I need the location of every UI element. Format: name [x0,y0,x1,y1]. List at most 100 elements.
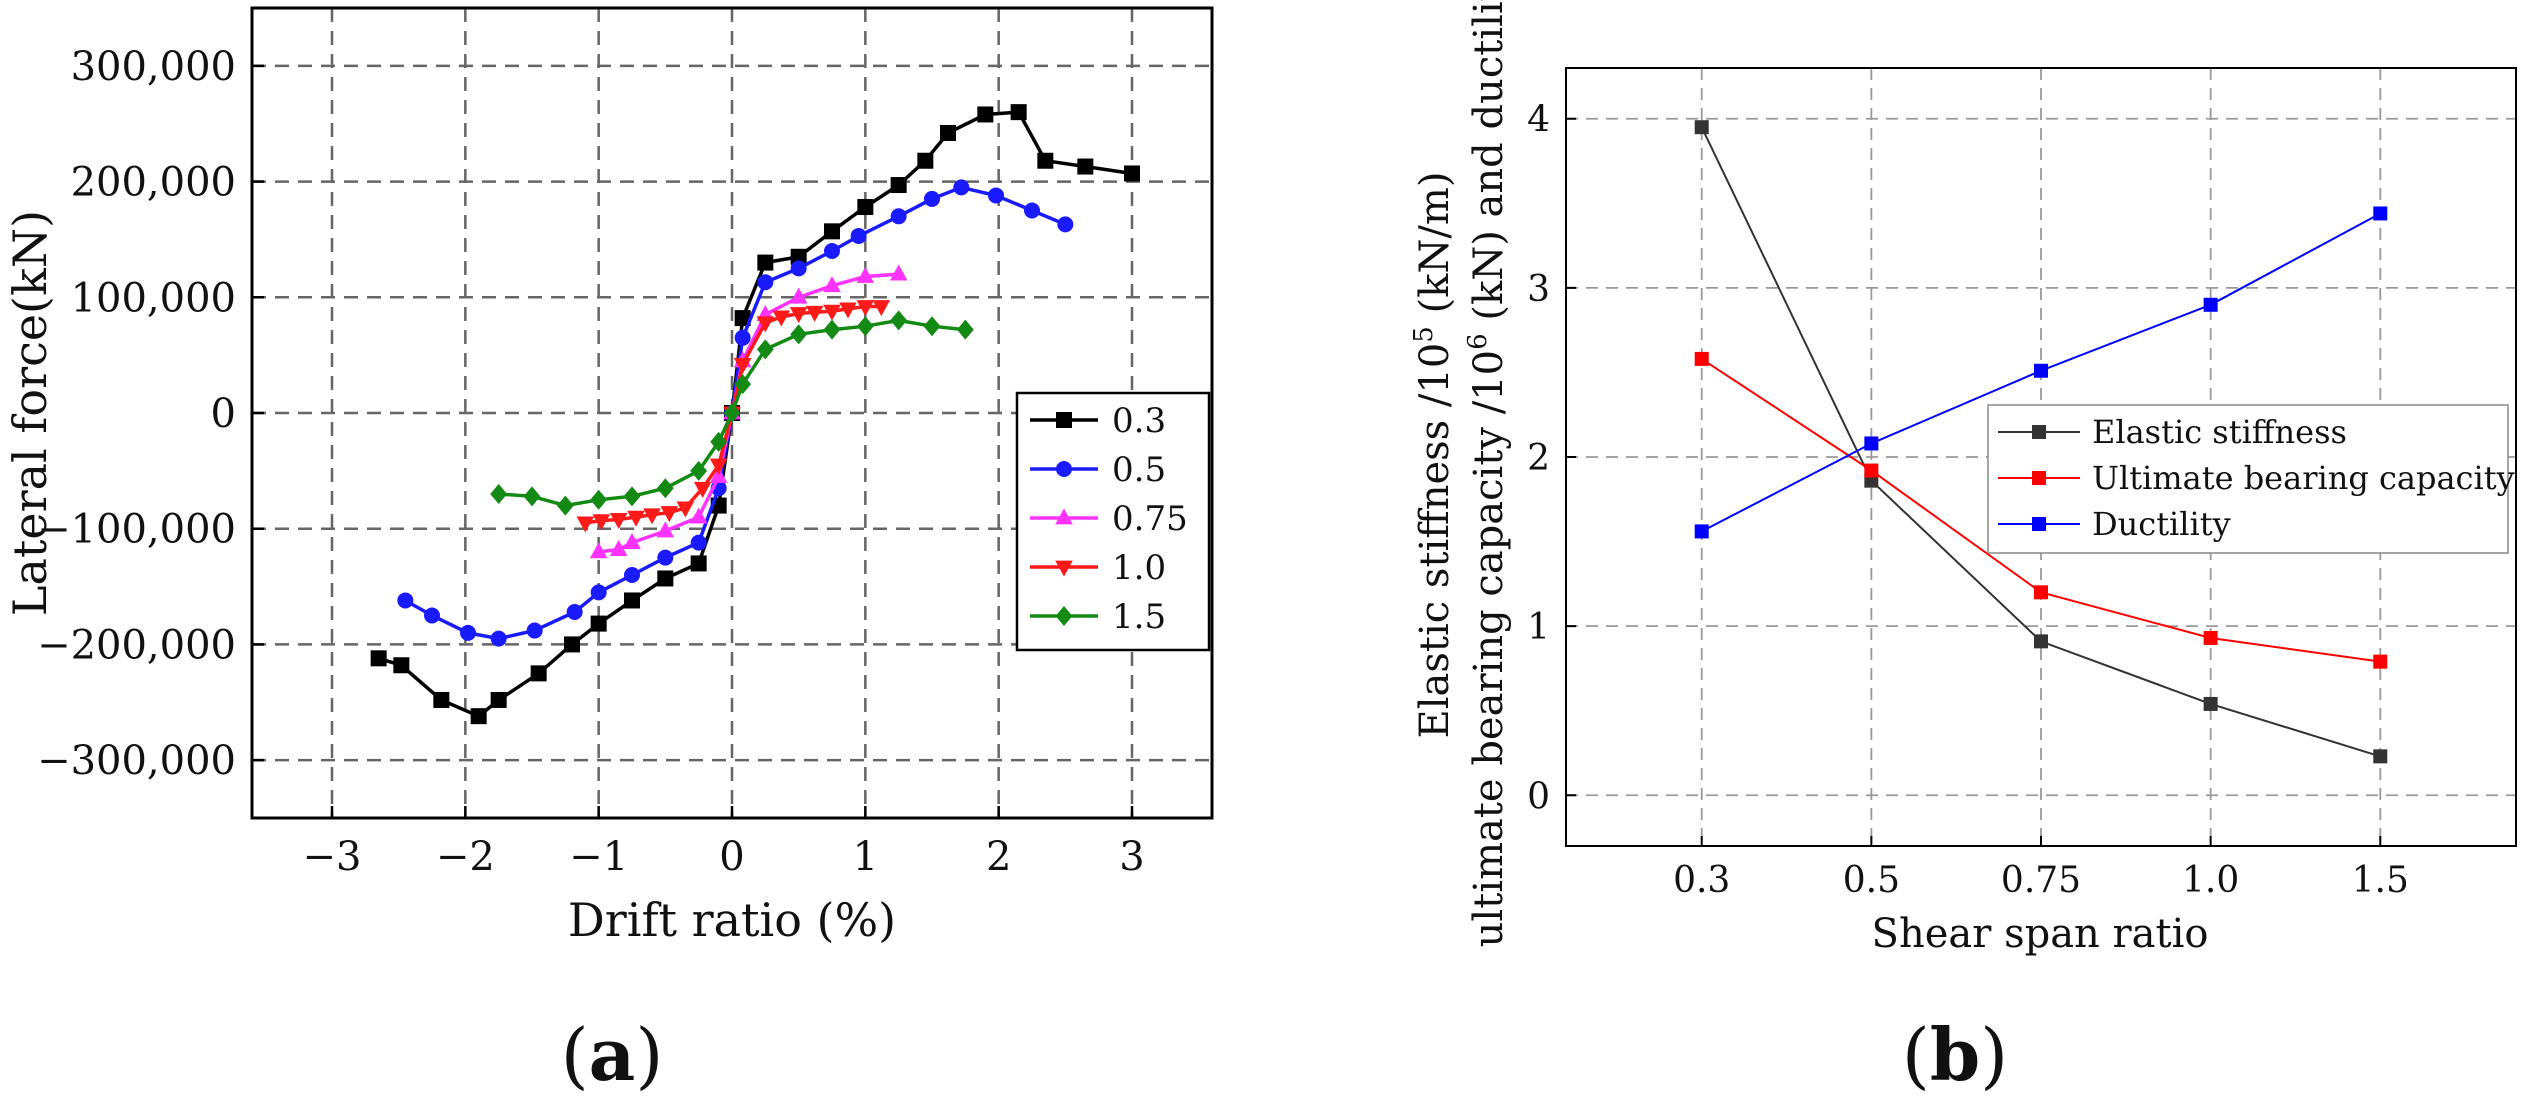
chart-b-xtick-label: 1.5 [2352,860,2409,901]
point-0-3 [790,248,807,265]
point-1-0 [643,508,661,525]
point-1-5 [556,495,574,516]
point-1-5 [823,319,841,340]
point-0-5 [953,179,970,196]
chart-a-xtick-label: 0 [719,834,744,880]
legend-marker [1056,412,1072,428]
chart-b-ylabel-part1: Elastic stiffness /10 [1412,343,1458,739]
point-0-75 [889,264,908,281]
point-ductility [2203,297,2218,312]
legend-label: 0.3 [1112,401,1166,441]
chart-b-legend: Elastic stiffness Ultimate bearing capaci… [1987,404,2515,554]
point-1-0 [592,514,611,531]
legend-item-0-3: 0.3 [1030,401,1166,441]
chart-a-ytick-label: −200,000 [37,622,236,668]
legend-item-1-5: 1.5 [1030,597,1166,637]
point-1-0 [823,304,841,321]
point-1-0 [805,305,824,322]
chart-a: −3 −2 −1 0 1 2 3 −300,000 −200,000 −100,000 0 100,0… [3,6,1214,1097]
point-0-5 [1024,202,1040,219]
chart-b-ylabel-sup1: 5 [1409,326,1439,343]
point-1-0 [872,300,891,317]
point-0-75 [823,276,841,293]
point-0-3 [1077,158,1094,175]
point-1-0 [660,506,679,523]
point-1-5 [710,431,728,452]
chart-b: 0.3 0.5 0.75 1.0 1.5 0 1 2 3 4 Shear span ratio E… [1409,0,2517,1097]
point-0-75 [856,266,875,283]
point-0-3 [393,657,410,674]
point-1-5 [490,484,508,504]
chart-a-xtick-label: 3 [1119,834,1144,880]
point-0-5 [890,208,907,225]
chart-b-ytick-label: 1 [1527,607,1550,648]
legend-marker [2032,517,2046,531]
chart-b-ytick-label: 3 [1527,269,1550,310]
point-1-5 [623,486,641,507]
point-0-3 [564,636,580,653]
point-1-5 [790,324,808,345]
series-ductility [1694,206,2388,539]
point-1-5 [890,310,908,331]
point-0-3 [590,615,607,632]
chart-a-ytick-label: 300,000 [71,44,236,90]
point-ductility [1694,524,1709,539]
point-1-0 [772,310,791,327]
point-0-5 [424,607,440,624]
point-1-5 [523,486,541,507]
point-1-5 [923,316,941,337]
point-0-5 [924,190,940,207]
point-0-5 [590,584,607,601]
point-1-0 [576,516,595,533]
point-1-5 [734,374,752,395]
point-0-5 [566,604,583,621]
point-1-0 [733,358,752,374]
legend-marker [2032,471,2046,485]
point-0-3 [757,254,774,271]
point-elastic-stiffness [2373,749,2388,764]
point-0-5 [397,592,414,609]
point-0-3 [940,124,956,141]
point-0-75 [709,467,728,484]
chart-b-ylabel-part4: (kN) and ductility [1466,0,1512,333]
point-0-5 [690,534,707,551]
legend-marker [1055,508,1073,525]
point-0-3 [1037,152,1054,169]
chart-b-xtick-label: 0.3 [1673,860,1730,901]
point-ductility [2034,363,2048,378]
point-0-3 [657,570,674,587]
point-0-3 [890,177,907,194]
point-0-3 [690,555,707,572]
point-0-5 [988,187,1004,204]
legend-label: 1.0 [1112,548,1166,588]
point-0-5 [824,243,840,259]
point-0-5 [790,260,807,277]
point-0-3 [470,708,487,725]
point-0-75 [609,539,628,556]
point-1-0 [676,501,695,518]
point-elastic-stiffness [1694,120,1709,135]
chart-a-xlabel: Drift ratio (%) [568,893,896,947]
point-0-75 [789,287,808,304]
point-0-3 [490,691,507,708]
chart-a-ylabel: Lateral force(kN) [3,210,57,616]
point-1-5 [690,460,708,481]
point-ultimate-bearing-capacity [2373,654,2388,669]
point-0-5 [526,622,543,639]
point-1-0 [789,307,808,324]
legend-marker [1056,461,1072,477]
chart-b-panel-label: (b) [1902,1012,2009,1097]
point-0-5 [1057,216,1074,233]
point-ultimate-bearing-capacity [1694,351,1709,366]
chart-b-ytick-label: 4 [1527,100,1550,141]
chart-b-ticks: 0.3 0.5 0.75 1.0 1.5 0 1 2 3 4 [1527,100,2409,901]
point-0-5 [490,630,507,647]
point-ultimate-bearing-capacity [2034,585,2048,600]
point-0-5 [757,274,774,291]
point-1-0 [839,302,857,319]
legend-label: 1.5 [1112,597,1166,637]
point-0-3 [433,691,450,708]
legend-label: Ultimate bearing capacity [2092,459,2515,497]
chart-b-series [1694,120,2388,764]
